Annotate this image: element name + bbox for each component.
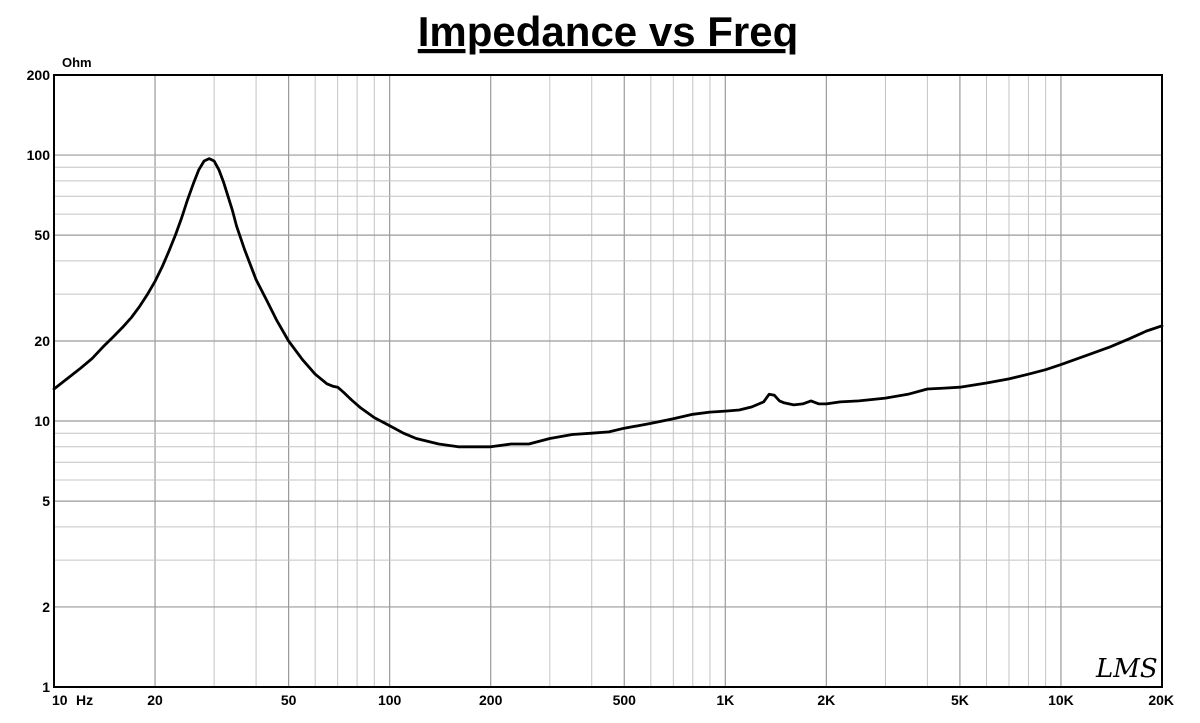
y-tick-label: 1 (42, 679, 50, 695)
grid (54, 75, 1162, 687)
x-tick-label: 500 (613, 692, 637, 708)
y-tick-label: 100 (27, 147, 51, 163)
x-tick-label: 200 (479, 692, 503, 708)
y-tick-label: 10 (34, 413, 50, 429)
impedance-curve (52, 157, 1164, 449)
plot-frame (53, 74, 1163, 688)
x-tick-label: 2K (817, 692, 835, 708)
x-tick-labels: 10 20 50 100 200 500 1K 2K 5K 10K 20K (52, 692, 1174, 708)
y-tick-label: 50 (34, 227, 50, 243)
x-tick-label: 1K (716, 692, 734, 708)
chart-title: Impedance vs Freq (418, 8, 798, 55)
x-tick-label: 100 (378, 692, 402, 708)
x-tick-label: 10 (52, 692, 68, 708)
x-tick-label: 20 (147, 692, 163, 708)
y-tick-label: 2 (42, 599, 50, 615)
x-tick-label: 50 (281, 692, 297, 708)
lms-logo: LMS (1095, 654, 1158, 684)
y-axis-unit: Ohm (62, 55, 92, 70)
x-tick-label: 10K (1048, 692, 1074, 708)
y-tick-label: 200 (27, 67, 51, 83)
y-tick-label: 20 (34, 333, 50, 349)
y-tick-labels: 1 2 5 10 20 50 100 200 (27, 67, 51, 695)
x-tick-label: 5K (951, 692, 969, 708)
x-axis-unit: Hz (76, 692, 93, 708)
x-tick-label: 20K (1148, 692, 1174, 708)
y-tick-label: 5 (42, 493, 50, 509)
